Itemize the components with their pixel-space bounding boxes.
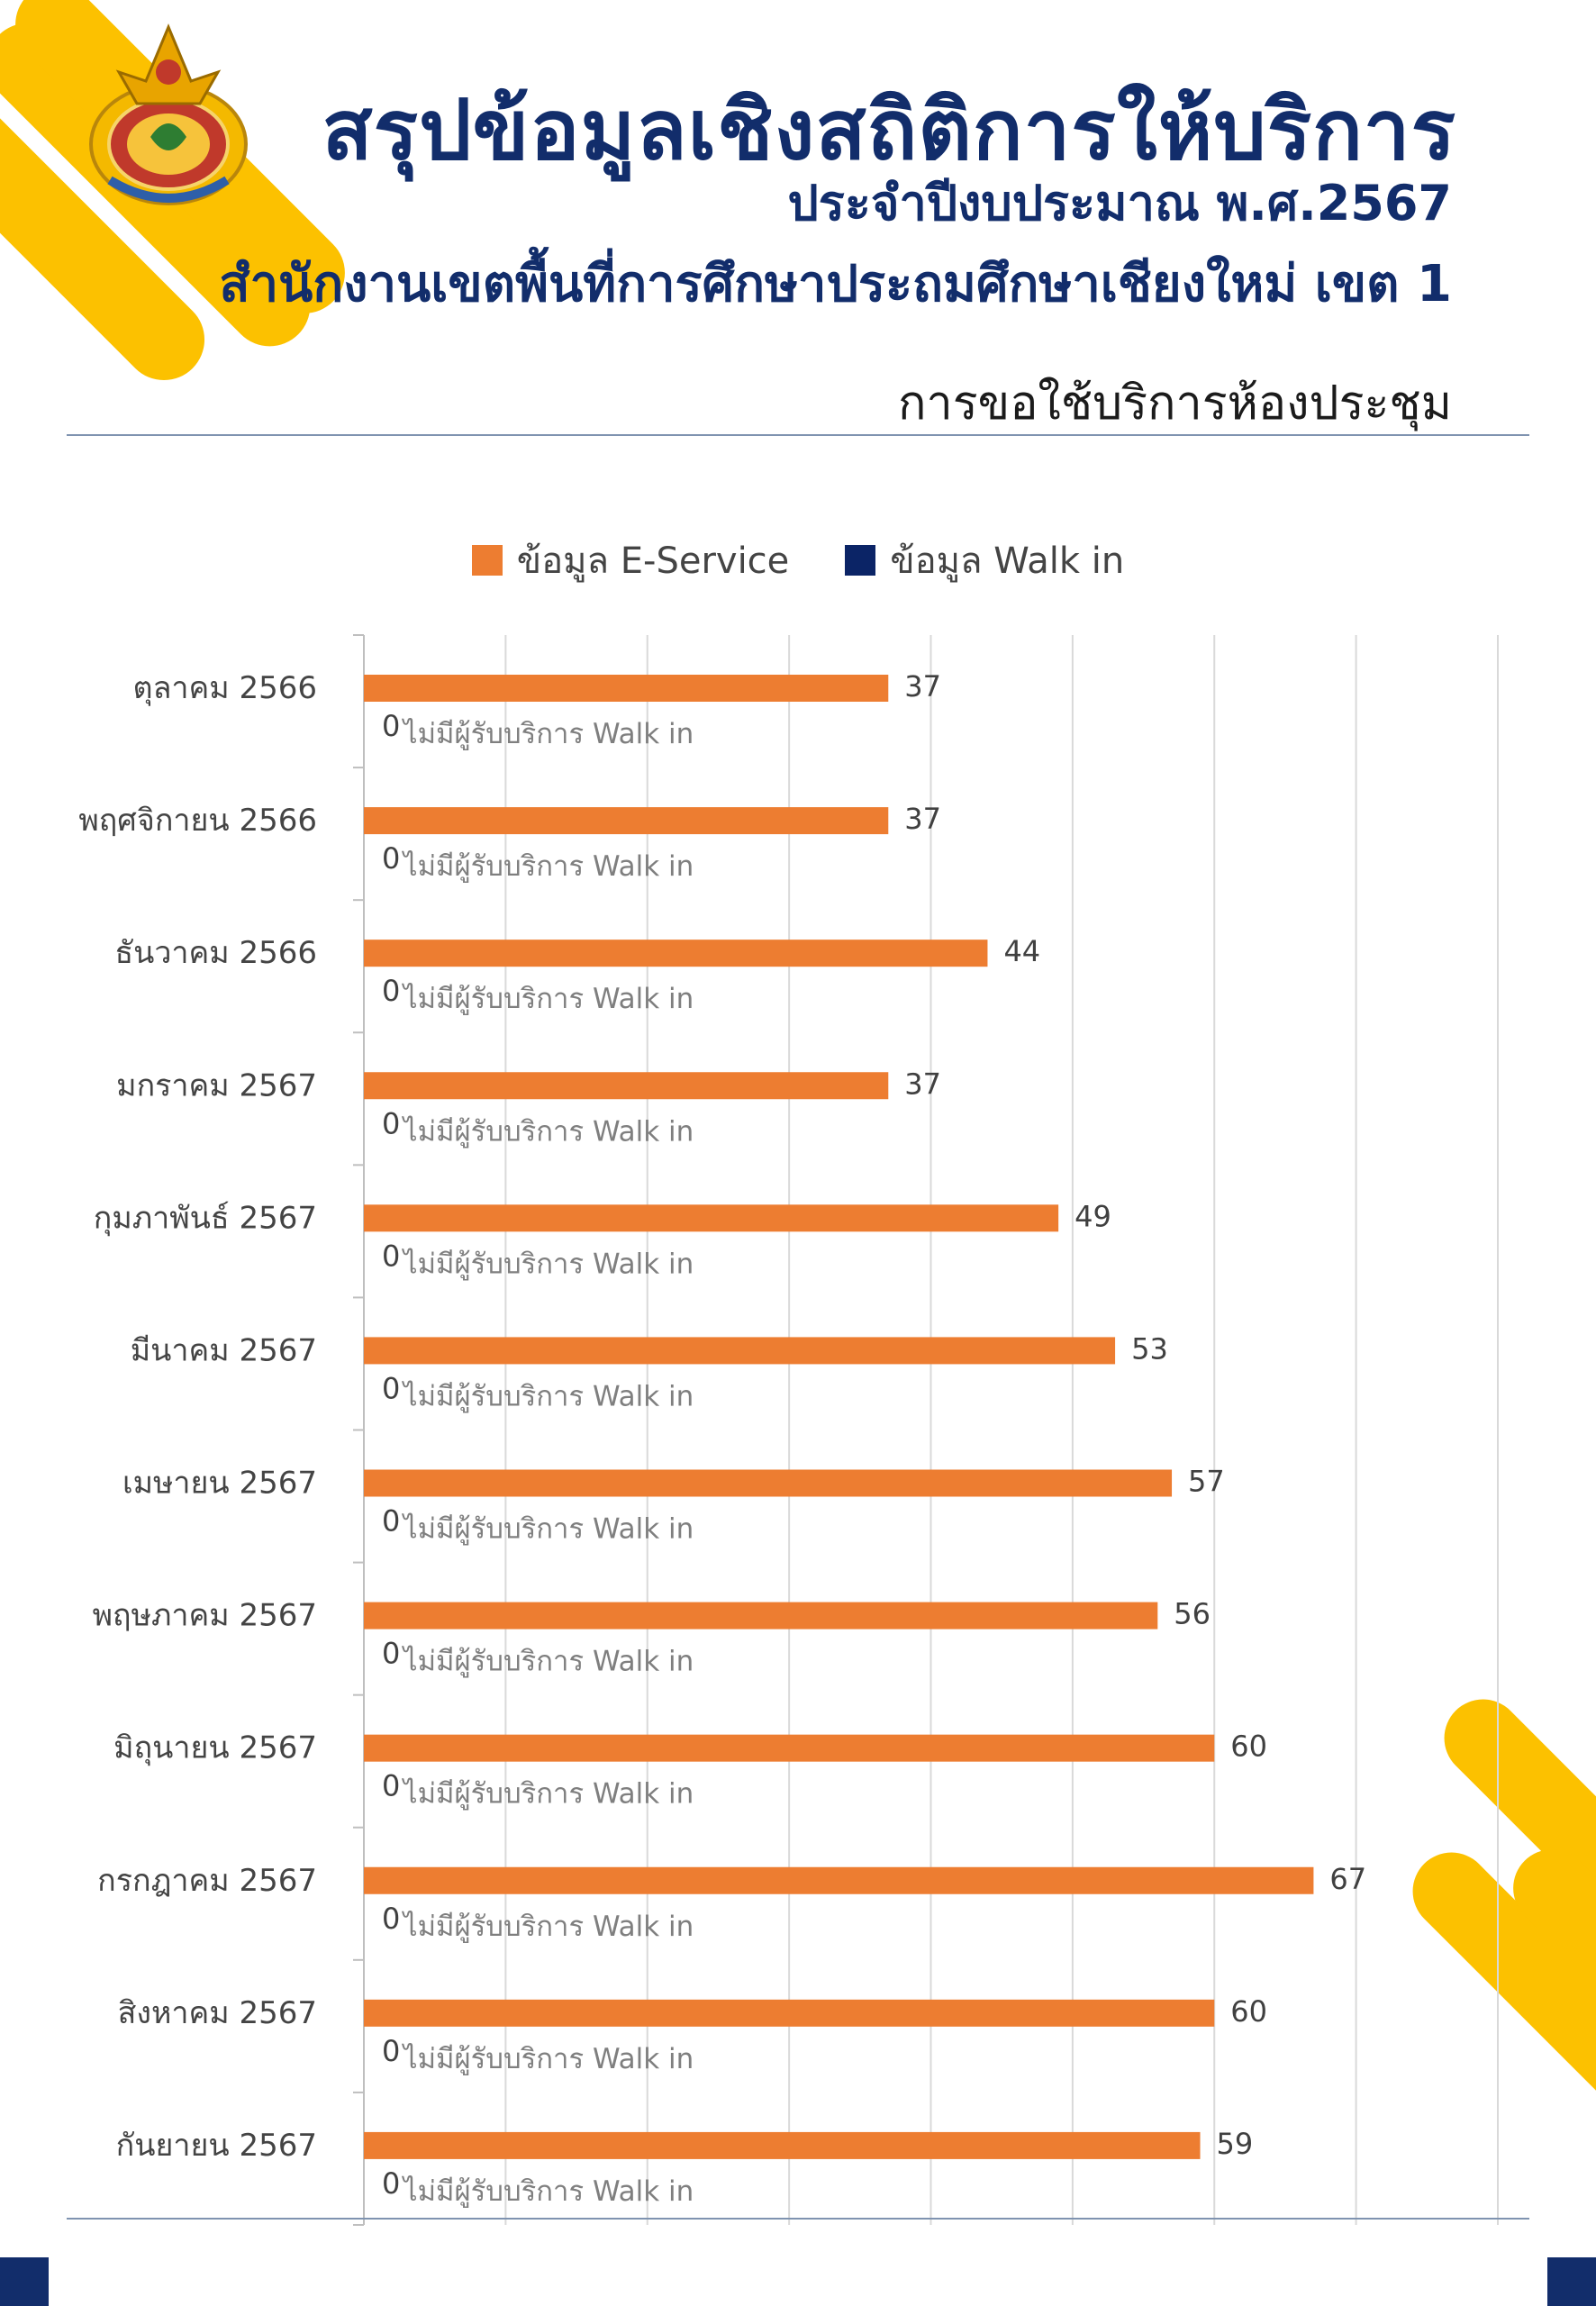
data-label-walkin: 0 [382, 841, 400, 876]
category-label: พฤศจิกายน 2566 [78, 803, 317, 839]
bar-eservice [364, 1072, 889, 1100]
category-label: ตุลาคม 2566 [133, 670, 318, 706]
walkin-annotation: ไม่มีผู้รับบริการ Walk in [401, 1248, 694, 1280]
data-label-eservice: 37 [904, 802, 941, 836]
category-label: มกราคม 2567 [116, 1067, 317, 1103]
walkin-annotation: ไม่มีผู้รับบริการ Walk in [401, 1911, 694, 1943]
data-label-eservice: 44 [1003, 934, 1040, 968]
data-label-eservice: 57 [1188, 1465, 1225, 1499]
bar-eservice [364, 1734, 1215, 1762]
category-label: กุมภาพันธ์ 2567 [94, 1200, 317, 1236]
walkin-annotation: ไม่มีผู้รับบริการ Walk in [401, 2043, 694, 2075]
category-label: ธันวาคม 2566 [114, 935, 317, 971]
bar-eservice [364, 940, 988, 967]
bar-eservice [364, 807, 889, 835]
walkin-annotation: ไม่มีผู้รับบริการ Walk in [401, 1115, 694, 1148]
legend-swatch-walkin [845, 545, 876, 576]
data-label-eservice: 37 [904, 1067, 941, 1101]
data-label-eservice: 56 [1174, 1597, 1211, 1631]
bar-eservice [364, 1204, 1059, 1232]
category-label: กันยายน 2567 [116, 2128, 317, 2164]
corner-block-right [1547, 2257, 1596, 2306]
data-label-walkin: 0 [382, 974, 400, 1008]
data-label-eservice: 59 [1217, 2127, 1254, 2161]
bar-eservice [364, 1999, 1215, 2027]
footer-divider [67, 2218, 1529, 2220]
bar-eservice [364, 1469, 1173, 1497]
bar-eservice [364, 1602, 1158, 1630]
category-label: สิงหาคม 2567 [118, 1995, 317, 2031]
data-label-walkin: 0 [382, 2166, 400, 2201]
walkin-annotation: ไม่มีผู้รับบริการ Walk in [401, 1778, 694, 1811]
walkin-annotation: ไม่มีผู้รับบริการ Walk in [401, 2175, 694, 2208]
data-label-eservice: 37 [904, 669, 941, 704]
ministry-seal-icon [89, 23, 248, 205]
legend-swatch-eservice [471, 545, 503, 576]
bar-eservice [364, 675, 889, 702]
data-label-walkin: 0 [382, 709, 400, 743]
data-label-eservice: 67 [1329, 1862, 1366, 1896]
walkin-annotation: ไม่มีผู้รับบริการ Walk in [401, 1380, 694, 1412]
category-label: กรกฎาคม 2567 [97, 1863, 317, 1899]
data-label-walkin: 0 [382, 1902, 400, 1936]
walkin-annotation: ไม่มีผู้รับบริการ Walk in [401, 718, 694, 750]
category-label: พฤษภาคม 2567 [93, 1598, 317, 1634]
page-subtitle: ประจำปีงบประมาณ พ.ศ.2567 [787, 175, 1452, 232]
legend-label-eservice: ข้อมูล E-Service [516, 540, 790, 582]
header-divider [67, 434, 1529, 436]
bar-eservice [364, 2131, 1201, 2159]
legend-item-walkin: ข้อมูล Walk in [845, 531, 1124, 589]
data-label-walkin: 0 [382, 1637, 400, 1671]
category-label: เมษายน 2567 [122, 1466, 317, 1502]
section-title: การขอใช้บริการห้องประชุม [898, 377, 1452, 431]
legend-label-walkin: ข้อมูล Walk in [890, 540, 1125, 582]
data-label-eservice: 49 [1075, 1199, 1111, 1233]
category-label: มีนาคม 2567 [131, 1332, 317, 1368]
data-label-walkin: 0 [382, 1504, 400, 1539]
page-title: สรุปข้อมูลเชิงสถิติการให้บริการ [322, 82, 1456, 178]
corner-block-left [0, 2257, 49, 2306]
data-label-walkin: 0 [382, 1769, 400, 1803]
category-label: มิถุนายน 2567 [113, 1730, 317, 1766]
data-label-walkin: 0 [382, 1106, 400, 1140]
walkin-annotation: ไม่มีผู้รับบริการ Walk in [401, 1513, 694, 1546]
chart-legend: ข้อมูล E-Service ข้อมูล Walk in [0, 531, 1596, 589]
organization-name: สำนักงานเขตพื้นที่การศึกษาประถมศึกษาเชีย… [219, 255, 1452, 313]
bar-eservice [364, 1337, 1116, 1365]
data-label-walkin: 0 [382, 1371, 400, 1405]
walkin-annotation: ไม่มีผู้รับบริการ Walk in [401, 1646, 694, 1678]
data-label-walkin: 0 [382, 2034, 400, 2068]
bar-eservice [364, 1866, 1314, 1894]
data-label-eservice: 60 [1230, 1994, 1267, 2029]
data-label-eservice: 60 [1230, 1730, 1267, 1764]
data-label-walkin: 0 [382, 1239, 400, 1273]
walkin-annotation: ไม่มีผู้รับบริการ Walk in [401, 983, 694, 1015]
data-label-eservice: 53 [1131, 1331, 1168, 1366]
walkin-annotation: ไม่มีผู้รับบริการ Walk in [401, 850, 694, 883]
legend-item-eservice: ข้อมูล E-Service [471, 531, 790, 589]
